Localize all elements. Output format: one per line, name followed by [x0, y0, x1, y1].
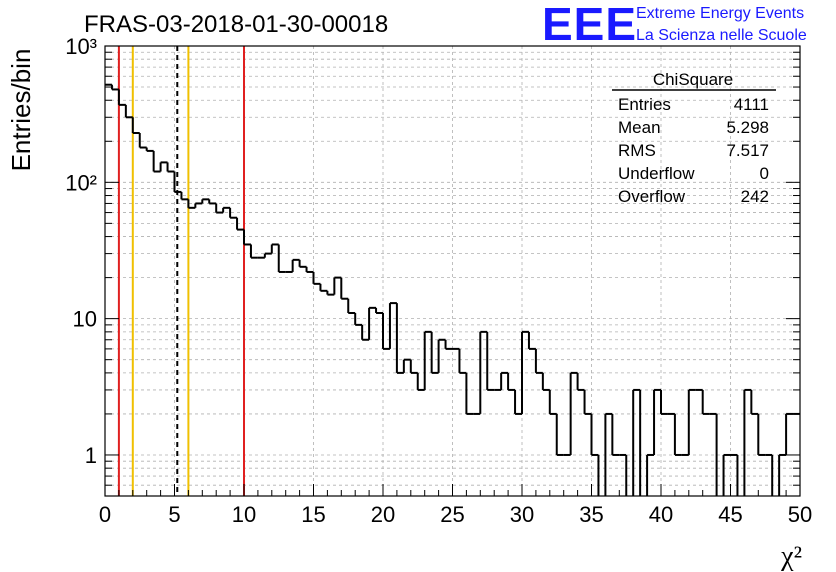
stats-value: 4111 — [734, 95, 769, 114]
eee-logo-line1: Extreme Energy Events — [636, 5, 804, 22]
x-tick-label: 15 — [301, 502, 325, 527]
y-axis-label: Entries/bin — [6, 49, 36, 172]
stats-label: Overflow — [618, 187, 686, 206]
grid — [105, 46, 800, 496]
stats-box: ChiSquare Entries 4111 Mean 5.298 RMS 7.517 Un… — [612, 70, 776, 206]
eee-logo-mark: EEE — [542, 0, 637, 50]
x-tick-label: 50 — [788, 502, 812, 527]
stats-label: Entries — [618, 95, 671, 114]
x-tick-label: 35 — [579, 502, 603, 527]
axes: 0 5 10 15 20 25 30 35 40 45 50 1 10 10² 10³ — [65, 34, 812, 527]
y-tick-label: 10 — [73, 307, 97, 332]
y-tick-label: 1 — [85, 443, 97, 468]
x-tick-label: 45 — [718, 502, 742, 527]
stats-label: Underflow — [618, 164, 695, 183]
stats-label: RMS — [618, 141, 656, 160]
stats-box-title: ChiSquare — [653, 70, 733, 89]
x-tick-label: 10 — [232, 502, 256, 527]
x-tick-label: 0 — [99, 502, 111, 527]
stats-value: 0 — [760, 164, 769, 183]
eee-logo-line2: La Scienza nelle Scuole — [636, 27, 807, 44]
stats-value: 5.298 — [726, 118, 769, 137]
eee-logo: EEE Extreme Energy Events La Scienza nel… — [542, 0, 807, 50]
x-tick-label: 40 — [649, 502, 673, 527]
y-tick-label: 10³ — [65, 34, 97, 59]
stats-value: 242 — [741, 187, 769, 206]
x-axis-label: χ² — [780, 541, 802, 572]
stats-label: Mean — [618, 118, 661, 137]
cut-lines — [117, 46, 245, 496]
x-tick-label: 25 — [440, 502, 464, 527]
stats-value: 7.517 — [726, 141, 769, 160]
x-tick-label: 20 — [371, 502, 395, 527]
histogram-bars — [105, 83, 800, 496]
chart-title: FRAS-03-2018-01-30-00018 — [84, 11, 388, 38]
y-tick-label: 10² — [65, 170, 97, 195]
x-tick-label: 30 — [510, 502, 534, 527]
x-tick-label: 5 — [168, 502, 180, 527]
